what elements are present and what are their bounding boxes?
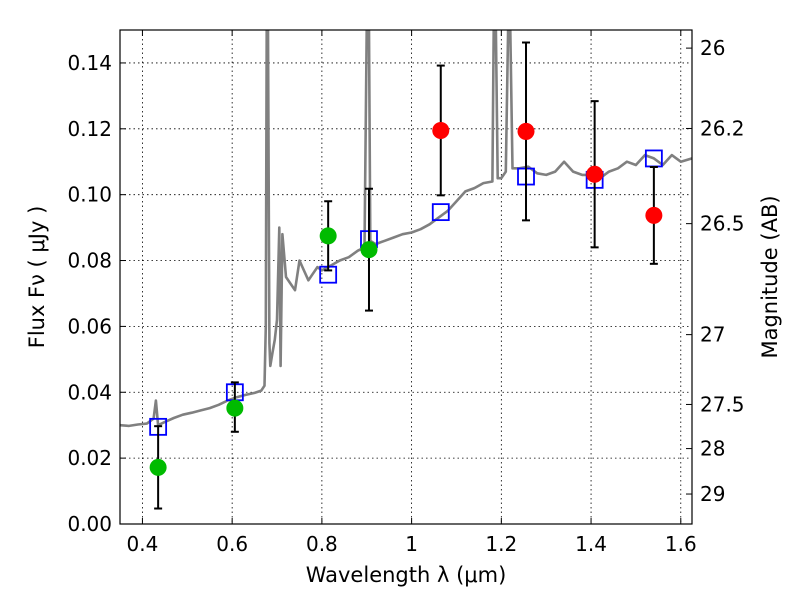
x-axis-title: Wavelength λ (μm) [306, 563, 507, 587]
x-tick-label: 1 [405, 532, 418, 556]
observed-point [586, 165, 604, 183]
mag-tick-label: 29 [700, 482, 725, 506]
observed-point [319, 227, 337, 245]
observed-point [360, 241, 378, 259]
x-tick-label: 1.4 [575, 532, 607, 556]
y-tick-label: 0.02 [67, 446, 112, 470]
mag-tick-label: 27.5 [700, 392, 745, 416]
x-tick-label: 0.6 [216, 532, 248, 556]
model-square-marker [431, 203, 450, 222]
y-tick-label: 0.06 [67, 314, 112, 338]
y-tick-label: 0.04 [67, 380, 112, 404]
observed-point [517, 122, 535, 140]
x-tick-label: 0.4 [127, 532, 159, 556]
x-tick-label: 1.2 [485, 532, 517, 556]
y-tick-label: 0.10 [67, 183, 112, 207]
x-tick-label: 1.6 [665, 532, 697, 556]
observed-point [226, 399, 244, 417]
y-tick-label: 0.00 [67, 512, 112, 536]
y-tick-label: 0.12 [67, 117, 112, 141]
mag-tick-label: 26.5 [700, 212, 745, 236]
mag-tick-label: 27 [700, 323, 725, 347]
y-tick-label: 0.08 [67, 249, 112, 273]
mag-tick-label: 26.2 [700, 116, 745, 140]
y2-axis-title: Magnitude (AB) [758, 195, 782, 358]
mag-tick-label: 28 [700, 437, 725, 461]
plot-frame [119, 29, 693, 525]
y-tick-label: 0.14 [67, 51, 112, 75]
observed-point [149, 458, 167, 476]
observed-point [432, 121, 450, 139]
tick-layer: 0.4 0.6 0.8 1 1.2 1.4 1.6 0.00 0.02 0.04 0.06 0.08 0… [67, 30, 745, 556]
mag-tick-label: 26 [700, 36, 725, 60]
y-axis-title: Flux Fν ( μJy ) [25, 206, 49, 349]
x-tick-label: 0.8 [306, 532, 338, 556]
observed-point [645, 206, 663, 224]
marker-layer [149, 41, 663, 510]
